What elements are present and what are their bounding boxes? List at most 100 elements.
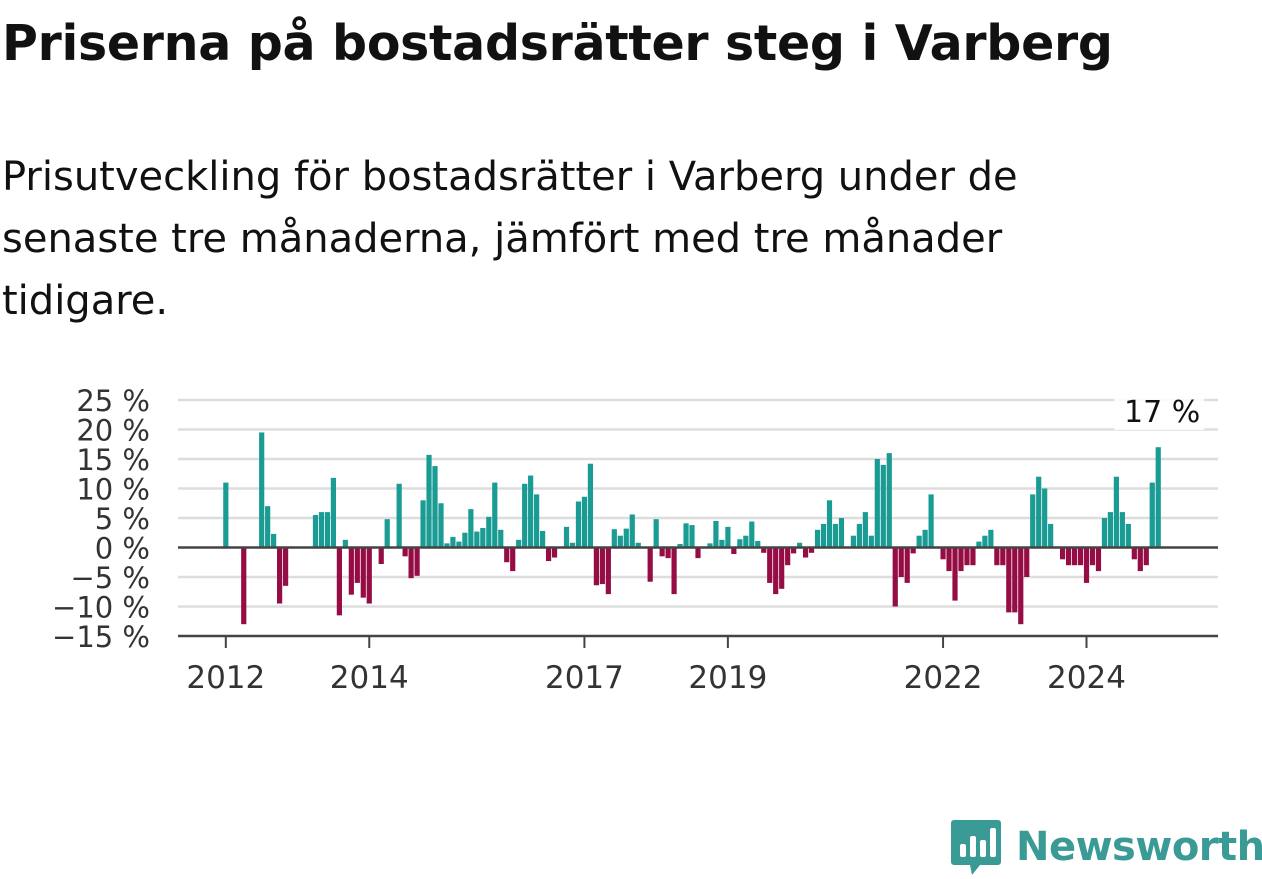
bar — [593, 547, 599, 586]
bar — [683, 523, 689, 548]
bar — [1119, 512, 1125, 548]
bar — [755, 541, 761, 548]
bar — [1125, 523, 1131, 548]
bar — [1083, 547, 1090, 583]
bar — [910, 547, 916, 554]
bar — [1113, 476, 1119, 548]
bar — [1048, 523, 1054, 548]
bar — [605, 547, 611, 595]
bar — [617, 535, 623, 548]
bar — [1000, 547, 1006, 566]
bar — [928, 494, 934, 548]
y-tick-label: 25 % — [76, 384, 150, 418]
bar — [1101, 518, 1108, 548]
bar — [767, 547, 773, 583]
bar — [336, 547, 342, 616]
bar — [713, 520, 719, 548]
bar — [952, 547, 958, 601]
bars — [223, 432, 1161, 625]
bar — [850, 535, 856, 548]
bar — [1006, 547, 1012, 613]
bar — [922, 529, 928, 548]
bar — [773, 547, 779, 595]
bar — [1155, 447, 1161, 548]
bar — [1149, 482, 1155, 548]
bar — [862, 512, 868, 548]
bar — [958, 547, 964, 572]
bar — [223, 482, 229, 548]
bar — [504, 547, 510, 563]
bar — [534, 494, 540, 548]
bar — [1071, 547, 1078, 566]
y-tick-label: 0 % — [95, 532, 150, 566]
bar — [814, 529, 821, 548]
bar — [731, 547, 737, 554]
y-tick-label: −10 % — [52, 591, 150, 625]
bar — [994, 547, 1000, 566]
bar — [259, 432, 265, 548]
brand-logo: Newsworthy — [950, 818, 1262, 876]
bar — [802, 547, 809, 558]
bar — [761, 547, 767, 553]
bar — [886, 453, 892, 548]
x-tick-label: 2019 — [688, 660, 767, 696]
bar — [1030, 494, 1036, 548]
bar — [360, 547, 366, 598]
bar — [826, 500, 833, 548]
bar — [330, 477, 336, 548]
bar — [1024, 547, 1030, 577]
bar — [892, 547, 898, 607]
bar — [402, 547, 408, 557]
bar — [241, 547, 247, 625]
bar — [970, 547, 976, 566]
bar — [1095, 547, 1102, 572]
annotation-label: 17 % — [1124, 395, 1200, 430]
bar — [629, 514, 635, 548]
bar — [468, 509, 474, 548]
bar — [677, 543, 683, 548]
bar — [988, 529, 994, 548]
x-tick-label: 2024 — [1047, 660, 1126, 696]
bar — [438, 503, 444, 548]
bar — [874, 459, 880, 548]
bar — [1089, 547, 1096, 566]
bar — [964, 547, 970, 566]
bar — [1107, 512, 1114, 548]
bar — [342, 539, 348, 548]
bar — [982, 535, 988, 548]
bar-chart: 25 %20 %15 %10 %5 %0 %−5 %−10 %−15 % 201… — [52, 384, 1218, 696]
bar — [707, 543, 713, 548]
bar — [551, 547, 558, 558]
bar — [348, 547, 354, 595]
bar — [1012, 547, 1018, 613]
bar — [492, 482, 498, 548]
bar — [1036, 476, 1042, 548]
bar — [271, 533, 277, 548]
y-tick-label: −15 % — [52, 620, 150, 654]
bar — [456, 541, 462, 548]
x-tick-label: 2017 — [545, 660, 624, 696]
bar — [569, 542, 576, 548]
bar — [384, 519, 390, 548]
bar — [808, 547, 815, 553]
bar — [659, 547, 665, 557]
bar — [898, 547, 904, 577]
bar — [581, 496, 588, 548]
bar — [1137, 547, 1143, 572]
bar — [1018, 547, 1024, 625]
bar — [665, 547, 671, 559]
bar — [563, 526, 570, 548]
bar — [743, 535, 749, 548]
bar — [528, 475, 534, 548]
bar — [647, 547, 653, 582]
bar — [976, 541, 982, 548]
bar — [277, 547, 283, 604]
bar — [599, 547, 605, 585]
x-axis-ticks: 2012 2014 2017 2019 2022 2024 — [186, 636, 1126, 696]
bar — [940, 547, 946, 560]
bar — [545, 547, 552, 562]
x-tick-label: 2014 — [330, 660, 409, 696]
bar — [611, 529, 617, 548]
bar — [587, 463, 594, 548]
bar — [749, 521, 755, 548]
